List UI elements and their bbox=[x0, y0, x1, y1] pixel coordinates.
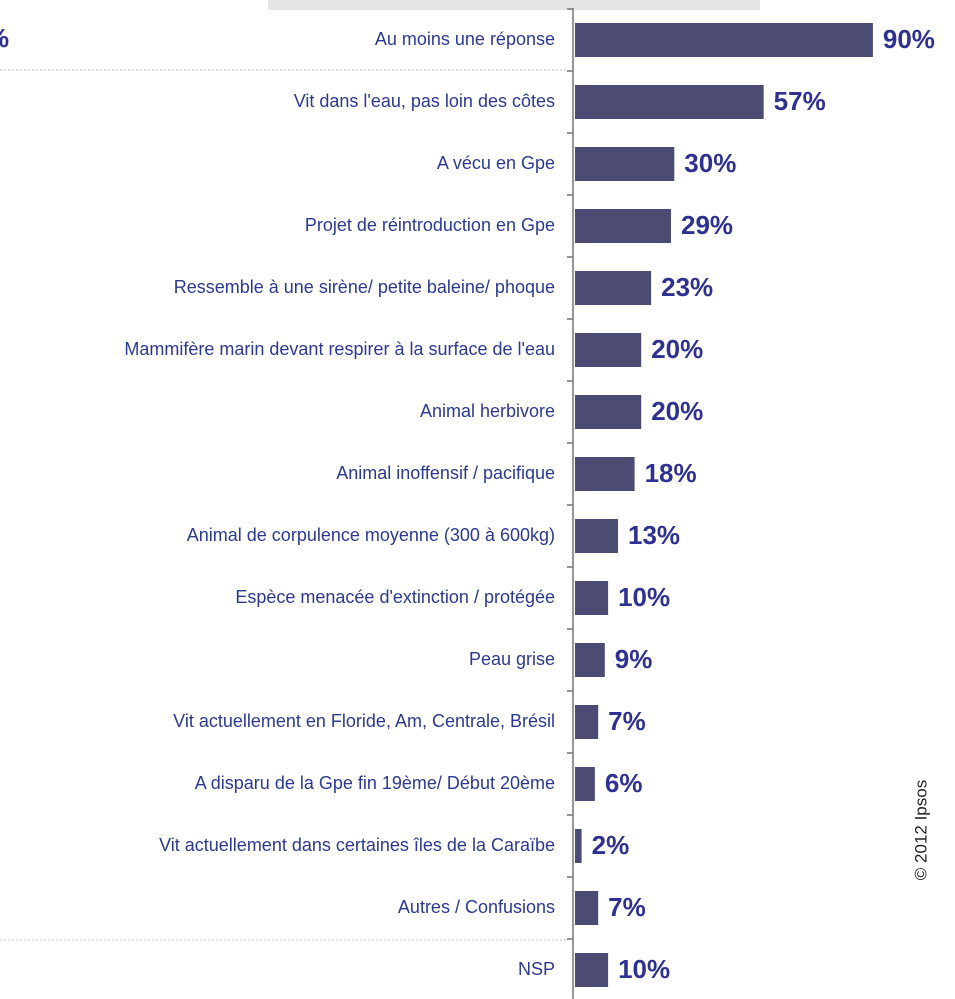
category-label: Au moins une réponse bbox=[375, 29, 555, 49]
header-band bbox=[268, 0, 760, 10]
category-label: Animal de corpulence moyenne (300 à 600k… bbox=[187, 525, 555, 545]
bar bbox=[575, 457, 635, 491]
bar bbox=[575, 23, 873, 57]
bar bbox=[575, 85, 764, 119]
category-label: Peau grise bbox=[469, 649, 555, 669]
bar bbox=[575, 395, 642, 429]
value-label: 29% bbox=[681, 210, 733, 240]
value-label: 7% bbox=[608, 892, 646, 922]
cropped-label: % bbox=[0, 23, 9, 53]
category-label: NSP bbox=[518, 959, 555, 979]
bar bbox=[575, 581, 609, 615]
copyright: © 2012 Ipsos bbox=[911, 780, 930, 880]
bar bbox=[575, 705, 599, 739]
value-label: 10% bbox=[618, 582, 670, 612]
value-label: 10% bbox=[618, 954, 670, 984]
bar bbox=[575, 953, 609, 987]
category-label: Ressemble à une sirène/ petite baleine/ … bbox=[174, 277, 555, 297]
value-label: 57% bbox=[774, 86, 826, 116]
bar bbox=[575, 829, 582, 863]
value-label: 9% bbox=[615, 644, 653, 674]
bar bbox=[575, 271, 652, 305]
value-label: 30% bbox=[684, 148, 736, 178]
category-label: Vit actuellement dans certaines îles de … bbox=[159, 835, 555, 855]
bar bbox=[575, 643, 605, 677]
value-label: 7% bbox=[608, 706, 646, 736]
bar bbox=[575, 209, 671, 243]
value-label: 2% bbox=[592, 830, 630, 860]
bar bbox=[575, 519, 619, 553]
category-label: Projet de réintroduction en Gpe bbox=[305, 215, 555, 235]
value-label: 20% bbox=[651, 334, 703, 364]
value-label: 90% bbox=[883, 24, 935, 54]
bar bbox=[575, 333, 642, 367]
category-label: Vit actuellement en Floride, Am, Central… bbox=[173, 711, 555, 731]
bar bbox=[575, 891, 599, 925]
category-label: Vit dans l'eau, pas loin des côtes bbox=[294, 91, 555, 111]
category-label: Animal inoffensif / pacifique bbox=[336, 463, 555, 483]
value-label: 13% bbox=[628, 520, 680, 550]
bar bbox=[575, 147, 675, 181]
category-label: Mammifère marin devant respirer à la sur… bbox=[124, 339, 555, 359]
category-label: Autres / Confusions bbox=[398, 897, 555, 917]
category-label: A disparu de la Gpe fin 19ème/ Début 20è… bbox=[195, 773, 555, 793]
value-label: 6% bbox=[605, 768, 643, 798]
category-label: A vécu en Gpe bbox=[437, 153, 555, 173]
category-label: Animal herbivore bbox=[420, 401, 555, 421]
bar bbox=[575, 767, 595, 801]
value-label: 20% bbox=[651, 396, 703, 426]
value-label: 23% bbox=[661, 272, 713, 302]
category-label: Espèce menacée d'extinction / protégée bbox=[235, 587, 555, 607]
value-label: 18% bbox=[645, 458, 697, 488]
